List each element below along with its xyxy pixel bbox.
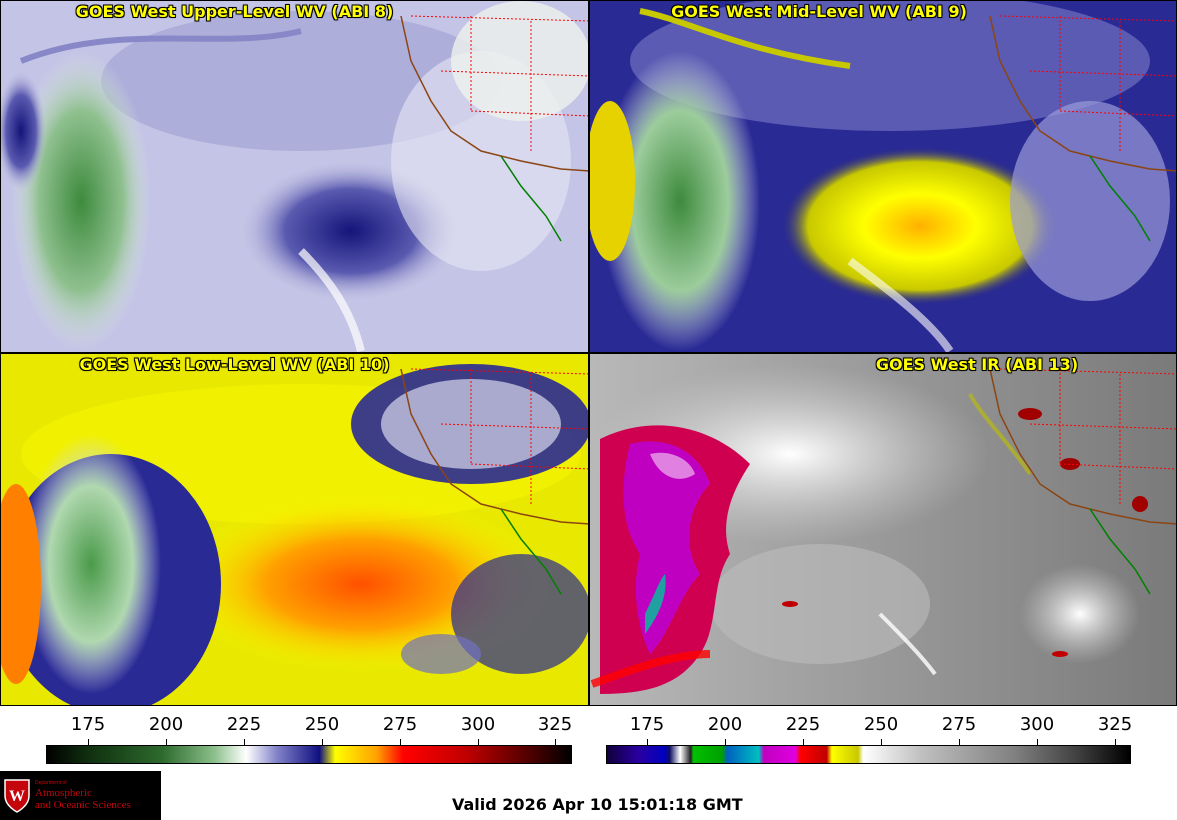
ir-tick-mark xyxy=(725,739,726,745)
logo-department-label: Department of xyxy=(35,780,67,786)
upper-level-wv-image xyxy=(1,1,588,352)
ir-tick-mark xyxy=(1115,739,1116,745)
wv-tick-label: 200 xyxy=(148,714,184,735)
ir-tick-mark xyxy=(881,739,882,745)
wv-tick-label: 325 xyxy=(537,714,573,735)
ir-tick-label: 175 xyxy=(629,714,665,735)
ir-tick-mark xyxy=(959,739,960,745)
panel-upper-level-wv: GOES West Upper-Level WV (ABI 8) xyxy=(0,0,589,353)
panel-ir: GOES West IR (ABI 13) xyxy=(589,353,1177,706)
wv-tick-mark xyxy=(166,739,167,745)
wv-tick-mark xyxy=(555,739,556,745)
ir-tick-mark xyxy=(647,739,648,745)
logo-line2: and Oceanic Sciences xyxy=(35,799,131,811)
wv-colorbar: 175 200 225 250 275 300 325 xyxy=(0,706,589,766)
panel-title: GOES West Mid-Level WV (ABI 9) xyxy=(671,2,967,21)
ir-color-scale xyxy=(606,745,1131,764)
ir-tick-label: 325 xyxy=(1097,714,1133,735)
uw-crest-icon: W xyxy=(4,779,30,813)
wv-color-scale xyxy=(46,745,572,764)
ir-tick-label: 225 xyxy=(785,714,821,735)
wv-tick-mark xyxy=(400,739,401,745)
ir-tick-label: 300 xyxy=(1019,714,1055,735)
logo-line1: Atmospheric xyxy=(35,787,92,799)
panel-title: GOES West IR (ABI 13) xyxy=(875,355,1079,374)
ir-tick-label: 275 xyxy=(941,714,977,735)
ir-tick-label: 250 xyxy=(863,714,899,735)
wv-tick-label: 275 xyxy=(382,714,418,735)
ir-tick-label: 200 xyxy=(707,714,743,735)
wv-tick-label: 250 xyxy=(304,714,340,735)
panel-title: GOES West Upper-Level WV (ABI 8) xyxy=(75,2,394,21)
wv-tick-mark xyxy=(244,739,245,745)
wv-tick-mark xyxy=(88,739,89,745)
logo-department-name: Atmospheric and Oceanic Sciences xyxy=(35,787,131,811)
wv-tick-mark xyxy=(322,739,323,745)
ir-tick-mark xyxy=(803,739,804,745)
aos-logo: W Department of Atmospheric and Oceanic … xyxy=(0,771,161,820)
ir-colorbar: 175 200 225 250 275 300 325 xyxy=(589,706,1177,766)
wv-tick-mark xyxy=(478,739,479,745)
wv-tick-label: 225 xyxy=(226,714,262,735)
wv-tick-label: 300 xyxy=(460,714,496,735)
panel-title: GOES West Low-Level WV (ABI 10) xyxy=(79,355,390,374)
ir-tick-mark xyxy=(1037,739,1038,745)
mid-level-wv-image xyxy=(590,1,1176,352)
svg-text:W: W xyxy=(9,788,25,805)
panel-low-level-wv: GOES West Low-Level WV (ABI 10) xyxy=(0,353,589,706)
valid-time-label: Valid 2026 Apr 10 15:01:18 GMT xyxy=(452,795,743,814)
ir-image xyxy=(590,354,1176,705)
panel-mid-level-wv: GOES West Mid-Level WV (ABI 9) xyxy=(589,0,1177,353)
wv-tick-label: 175 xyxy=(70,714,106,735)
low-level-wv-image xyxy=(1,354,588,705)
